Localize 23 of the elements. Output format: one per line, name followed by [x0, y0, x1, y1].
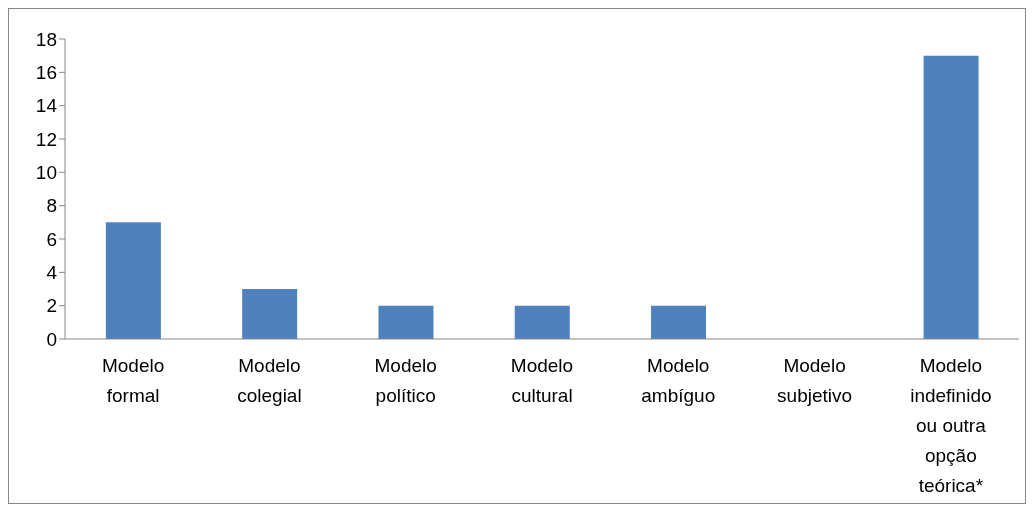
x-tick-label: Modelo ambíguo — [641, 355, 716, 406]
bar — [242, 289, 298, 339]
bar — [923, 55, 979, 339]
y-tick-label: 8 — [46, 195, 57, 217]
x-tick-label: Modelo formal — [101, 355, 165, 406]
x-tick-label: Modelo subjetivo — [777, 355, 853, 406]
bar — [378, 305, 434, 339]
x-tick-label: Modelo colegial — [237, 355, 302, 406]
y-tick-label: 10 — [35, 162, 57, 184]
x-tick-label: Modelo político — [374, 355, 437, 406]
y-tick-label: 14 — [35, 95, 58, 117]
y-tick-label: 12 — [35, 128, 57, 150]
y-tick-label: 16 — [35, 62, 57, 84]
x-tick-label: Modelo indefinido ou outra opção teórica* — [910, 355, 992, 496]
y-tick-label: 6 — [46, 228, 57, 250]
bar — [651, 305, 707, 339]
y-tick-label: 2 — [46, 295, 57, 317]
bar — [105, 222, 161, 339]
x-tick-label: Modelo cultural — [510, 355, 574, 406]
bar — [514, 305, 570, 339]
y-tick-label: 4 — [46, 262, 58, 284]
y-tick-label: 0 — [46, 328, 57, 350]
y-tick-label: 18 — [35, 28, 57, 50]
